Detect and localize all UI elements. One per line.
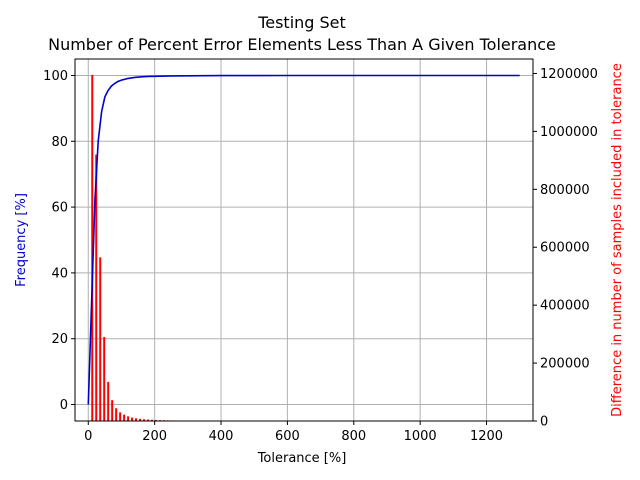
- bar: [91, 74, 94, 421]
- chart-subtitle: Number of Percent Error Elements Less Th…: [48, 35, 556, 54]
- y-tick-label: 40: [51, 266, 68, 281]
- bar: [139, 418, 142, 421]
- y-tick-label: 20: [51, 332, 68, 347]
- y2-axis-ticks: 0 200000 400000 600000 800000 1000000 1200000: [533, 67, 598, 430]
- y2-axis-label: Difference in number of samples included…: [610, 63, 625, 417]
- bar: [150, 419, 153, 421]
- x-tick-label: 600: [275, 429, 300, 444]
- x-tick-label: 1200: [470, 429, 503, 444]
- line-series: [87, 74, 520, 405]
- y2-tick-label: 200000: [540, 357, 590, 372]
- gridlines: [75, 59, 533, 421]
- x-axis-ticks: 0 200 400 600 800 1000 1200: [84, 421, 503, 444]
- bar: [103, 337, 106, 421]
- series-line: [87, 74, 520, 405]
- y-tick-label: 0: [60, 398, 68, 413]
- x-tick-label: 0: [84, 429, 92, 444]
- bar: [99, 257, 102, 421]
- y2-tick-label: 800000: [540, 183, 590, 198]
- y2-tick-label: 0: [540, 415, 548, 430]
- y-axis-label: Frequency [%]: [14, 193, 29, 287]
- bar: [135, 418, 138, 421]
- bar: [143, 419, 146, 421]
- x-axis-label: Tolerance [%]: [257, 451, 347, 466]
- bar: [119, 412, 122, 421]
- y-tick-label: 80: [51, 135, 68, 150]
- y2-tick-label: 1000000: [540, 125, 598, 140]
- bar: [147, 419, 150, 421]
- y2-tick-label: 600000: [540, 241, 590, 256]
- y-tick-label: 60: [51, 201, 68, 216]
- bar-series: [91, 74, 181, 422]
- plot-frame: [74, 58, 534, 422]
- bar: [123, 414, 126, 421]
- bar: [107, 381, 110, 421]
- bar: [127, 416, 130, 421]
- x-tick-label: 1000: [404, 429, 437, 444]
- x-tick-label: 200: [142, 429, 167, 444]
- x-tick-label: 400: [209, 429, 234, 444]
- chart-title: Testing Set: [257, 13, 346, 32]
- bar: [95, 154, 98, 421]
- bar: [131, 417, 134, 421]
- y-axis-ticks: 0 20 40 60 80 100: [43, 69, 75, 413]
- y2-tick-label: 1200000: [540, 67, 598, 82]
- bar: [154, 419, 157, 421]
- y-tick-label: 100: [43, 69, 68, 84]
- bar: [111, 400, 114, 421]
- x-tick-label: 800: [341, 429, 366, 444]
- y2-tick-label: 400000: [540, 299, 590, 314]
- bar: [115, 408, 118, 421]
